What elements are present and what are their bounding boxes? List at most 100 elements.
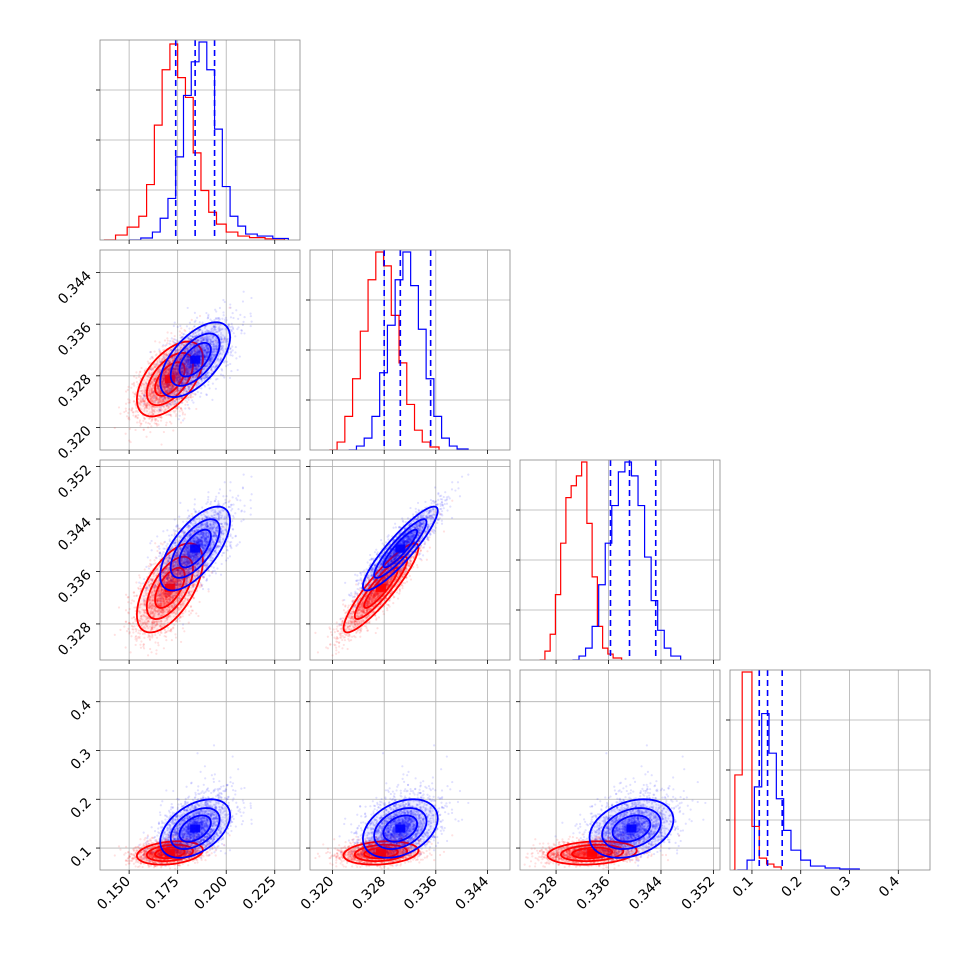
sample-point: [181, 419, 185, 422]
sample-point: [158, 390, 162, 393]
sample-point: [131, 383, 134, 386]
sample-point: [153, 380, 156, 383]
sample-point: [150, 651, 153, 654]
sample-point: [172, 367, 176, 371]
sample-point: [134, 403, 137, 406]
sample-point: [162, 398, 165, 401]
sample-point: [193, 325, 196, 328]
sample-point: [180, 368, 183, 372]
sample-point: [165, 382, 168, 385]
sample-point: [165, 413, 168, 417]
sample-point: [164, 344, 167, 347]
sample-point: [180, 367, 183, 371]
sample-point: [179, 421, 183, 424]
sample-point: [152, 383, 155, 386]
sample-point: [243, 332, 246, 335]
sample-point: [153, 377, 156, 381]
sample-point: [165, 383, 168, 386]
sample-point: [171, 401, 175, 404]
sample-point: [175, 371, 178, 374]
sample-point: [168, 413, 171, 416]
sample-point: [165, 353, 169, 356]
sample-point: [178, 350, 181, 353]
sample-point: [132, 391, 135, 394]
sample-point: [150, 356, 153, 359]
sample-point: [162, 385, 165, 388]
sample-point: [187, 358, 190, 361]
sample-point: [139, 424, 142, 427]
sample-point: [149, 431, 152, 434]
sample-point: [175, 373, 179, 376]
sample-point: [207, 315, 210, 318]
sample-point: [117, 406, 121, 409]
sample-point: [190, 363, 193, 366]
sample-point: [169, 383, 172, 386]
sample-point: [173, 368, 177, 371]
sample-point: [168, 360, 171, 364]
sample-point: [223, 361, 226, 364]
sample-point: [162, 396, 165, 399]
sample-point: [174, 390, 178, 393]
sample-point: [238, 355, 241, 358]
sample-point: [172, 337, 175, 341]
sample-point: [178, 374, 181, 377]
sample-point: [166, 384, 169, 388]
sample-point: [176, 365, 179, 368]
sample-point: [128, 399, 131, 402]
sample-point: [167, 367, 170, 370]
sample-point: [171, 369, 175, 372]
sample-point: [163, 398, 167, 401]
sample-point: [181, 336, 184, 339]
sample-point: [143, 396, 146, 399]
sample-point: [194, 350, 197, 354]
sample-point: [223, 376, 226, 379]
sample-point: [139, 395, 142, 398]
sample-point: [222, 311, 225, 314]
sample-point: [220, 369, 224, 372]
sample-point: [146, 374, 149, 377]
sample-point: [173, 411, 176, 414]
sample-point: [150, 390, 153, 393]
sample-point: [140, 400, 143, 403]
sample-point: [166, 339, 170, 342]
sample-point: [170, 386, 174, 389]
sample-point: [140, 401, 143, 404]
sample-point: [165, 404, 168, 407]
sample-point: [158, 358, 161, 361]
sample-point: [164, 424, 168, 427]
sample-point: [185, 347, 188, 350]
sample-point: [179, 346, 183, 349]
sample-point: [164, 369, 167, 372]
sample-point: [174, 350, 177, 354]
sample-point: [150, 367, 153, 370]
sample-point: [143, 394, 146, 397]
sample-point: [189, 605, 193, 608]
sample-point: [167, 383, 170, 387]
sample-point: [142, 383, 146, 386]
sample-point: [166, 389, 169, 392]
sample-point: [229, 362, 232, 366]
sample-point: [175, 364, 179, 367]
sample-point: [181, 370, 184, 373]
sample-point: [221, 317, 224, 320]
sample-point: [164, 372, 167, 375]
sample-point: [235, 357, 238, 360]
sample-point: [168, 349, 171, 352]
sample-point: [196, 351, 199, 354]
sample-point: [134, 620, 137, 623]
sample-point: [167, 413, 170, 416]
sample-point: [187, 398, 190, 401]
sample-point: [172, 372, 175, 376]
sample-point: [178, 358, 181, 361]
density-peak: [190, 355, 201, 364]
sample-point: [136, 416, 139, 419]
sample-point: [174, 415, 178, 418]
sample-point: [146, 403, 149, 406]
sample-point: [229, 346, 232, 350]
sample-point: [172, 373, 175, 376]
sample-point: [185, 356, 188, 359]
sample-point: [241, 300, 245, 303]
sample-point: [193, 364, 196, 368]
sample-point: [138, 394, 141, 398]
sample-point: [157, 410, 161, 413]
